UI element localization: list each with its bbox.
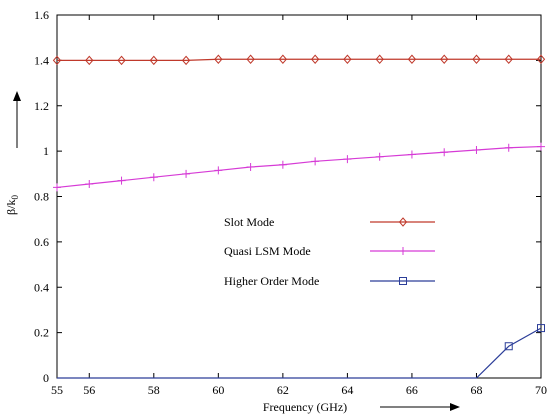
data-point bbox=[537, 324, 545, 333]
legend-marker bbox=[399, 277, 407, 285]
x-tick-label: 66 bbox=[406, 383, 418, 397]
y-tick-label: 1.6 bbox=[34, 8, 49, 22]
data-point bbox=[246, 163, 255, 172]
data-point bbox=[311, 157, 320, 166]
y-tick-label: 0.2 bbox=[34, 326, 49, 340]
data-point bbox=[214, 166, 223, 175]
series-line bbox=[57, 327, 542, 379]
y-tick-label: 1 bbox=[43, 144, 49, 158]
y-tick-label: 0 bbox=[43, 371, 49, 385]
x-tick-label: 60 bbox=[212, 383, 224, 397]
legend: Slot Mode Quasi LSM Mode Higher Order Mode bbox=[224, 215, 435, 288]
data-point bbox=[504, 342, 513, 351]
data-point bbox=[278, 160, 287, 169]
data-point bbox=[375, 152, 384, 161]
x-tick-label: 56 bbox=[83, 383, 95, 397]
data-point bbox=[85, 55, 94, 66]
x-axis: 55 56 58 60 62 64 66 68 70 bbox=[51, 15, 547, 397]
series-line bbox=[57, 58, 541, 61]
y-tick-label: 1.4 bbox=[34, 53, 49, 67]
data-point bbox=[407, 54, 417, 64]
data-point bbox=[214, 54, 223, 64]
data-point bbox=[504, 143, 513, 152]
legend-marker bbox=[398, 217, 408, 227]
x-tick-label: 70 bbox=[535, 383, 547, 397]
legend-label: Slot Mode bbox=[224, 215, 274, 229]
series-line bbox=[56, 145, 542, 189]
data-point bbox=[375, 54, 384, 64]
data-point bbox=[278, 54, 288, 64]
x-tick-label: 68 bbox=[470, 383, 482, 397]
x-tick-label: 58 bbox=[148, 383, 160, 397]
series-1 bbox=[52, 54, 546, 66]
y-axis-label-main: β/k bbox=[4, 200, 18, 215]
data-point bbox=[343, 155, 352, 164]
y-tick-label: 1.2 bbox=[34, 99, 49, 113]
x-tick-label: 62 bbox=[277, 383, 289, 397]
data-point bbox=[310, 54, 320, 64]
legend-label: Higher Order Mode bbox=[224, 274, 319, 288]
data-point bbox=[440, 148, 449, 157]
y-axis-label-sub: 0 bbox=[10, 195, 20, 200]
y-tick-label: 0.4 bbox=[34, 280, 49, 294]
data-point bbox=[536, 54, 546, 64]
y-axis-label: β/k0 bbox=[4, 195, 20, 215]
data-point bbox=[117, 176, 126, 185]
data-point bbox=[182, 169, 191, 178]
series-group bbox=[52, 54, 546, 379]
data-point bbox=[181, 55, 191, 66]
data-point bbox=[343, 54, 352, 64]
plot-frame bbox=[56, 14, 542, 379]
y-tick-label: 0.6 bbox=[34, 235, 49, 249]
x-axis-label: Frequency (GHz) bbox=[263, 400, 347, 414]
data-point bbox=[85, 180, 94, 189]
y-tick-label: 0.8 bbox=[34, 190, 49, 204]
data-point bbox=[149, 55, 158, 66]
y-axis: 0 0.2 0.4 0.6 0.8 1 1.2 1.4 1.6 bbox=[34, 8, 541, 385]
x-axis-arrow bbox=[380, 403, 460, 411]
x-tick-label: 64 bbox=[341, 383, 353, 397]
legend-label: Quasi LSM Mode bbox=[224, 244, 311, 258]
legend-marker bbox=[399, 247, 407, 255]
data-point bbox=[472, 145, 481, 154]
data-point bbox=[407, 150, 416, 159]
data-point bbox=[53, 183, 61, 192]
data-point bbox=[504, 54, 513, 64]
data-point bbox=[246, 54, 255, 64]
series-2 bbox=[53, 142, 545, 192]
x-tick-label: 55 bbox=[51, 383, 63, 397]
data-point bbox=[52, 55, 62, 66]
data-point bbox=[117, 55, 126, 66]
data-point bbox=[440, 54, 449, 64]
y-axis-arrow bbox=[13, 91, 21, 148]
data-point bbox=[537, 142, 545, 151]
data-point bbox=[149, 173, 158, 182]
series-3 bbox=[57, 324, 545, 379]
data-point bbox=[472, 54, 481, 64]
